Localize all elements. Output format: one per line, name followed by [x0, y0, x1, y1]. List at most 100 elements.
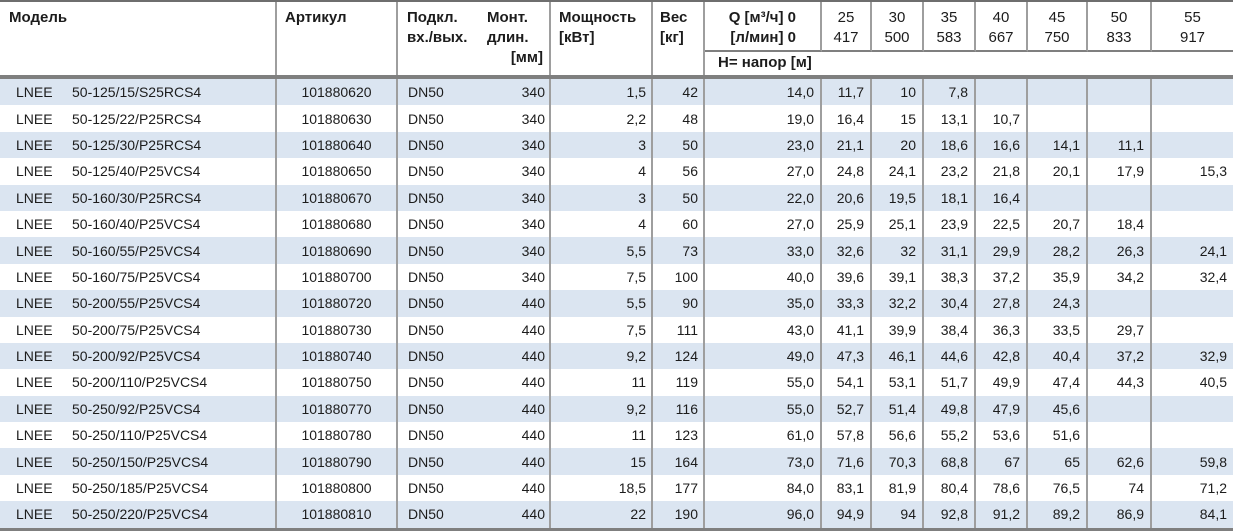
model-cell: LNEE 50-125/30/P25RCS4 — [0, 131, 277, 159]
head-q25-cell: 24,8 — [822, 158, 872, 185]
column-header-model-label: Модель — [9, 9, 68, 26]
connection-mount-cell: DN50 340 — [398, 79, 551, 106]
column-header-flow-45: 45 750 — [1028, 2, 1088, 52]
model-cell: LNEE 50-160/40/P25VCS4 — [0, 210, 277, 238]
head-q40-cell: 22,5 — [976, 210, 1028, 238]
connection-value: DN50 — [408, 453, 444, 470]
head-q35-cell: 13,1 — [924, 105, 976, 132]
column-header-weight: Вес [кг] — [653, 2, 705, 75]
model-cell: LNEE 50-250/185/P25VCS4 — [0, 474, 277, 502]
head-q50-cell: 29,7 — [1088, 316, 1152, 343]
power-cell: 18,5 — [551, 474, 653, 502]
mount-length-value: 340 — [521, 136, 545, 153]
head-q0-cell: 43,0 — [705, 316, 822, 343]
column-header-power: Мощность [кВт] — [551, 2, 653, 75]
table-row: LNEE 50-160/55/P25VCS4 101880690 DN50 34… — [0, 237, 1233, 264]
head-q40-cell: 49,9 — [976, 369, 1028, 396]
head-q45-cell: 33,5 — [1028, 316, 1088, 343]
model-cell: LNEE 50-160/30/P25RCS4 — [0, 184, 277, 211]
head-q40-cell — [976, 79, 1028, 106]
table-row: LNEE 50-125/22/P25RCS4 101880630 DN50 34… — [0, 105, 1233, 132]
power-cell: 2,2 — [551, 105, 653, 132]
weight-cell: 60 — [653, 210, 705, 238]
head-q0-cell: 40,0 — [705, 263, 822, 291]
head-q30-cell: 46,1 — [872, 342, 924, 370]
table-row: LNEE 50-160/30/P25RCS4 101880670 DN50 34… — [0, 184, 1233, 211]
weight-cell: 190 — [653, 501, 705, 528]
column-header-flow-40: 40 667 — [976, 2, 1028, 52]
model-label: 50-250/110/P25VCS4 — [72, 427, 208, 444]
model-label: 50-250/185/P25VCS4 — [72, 480, 209, 497]
brand-label: LNEE — [16, 295, 53, 312]
mount-length-value: 440 — [521, 480, 545, 497]
head-q55-cell — [1152, 211, 1233, 237]
model-cell: LNEE 50-200/75/P25VCS4 — [0, 316, 277, 343]
mount-length-value: 340 — [521, 268, 545, 285]
head-q35-cell: 23,9 — [924, 210, 976, 238]
head-q25-cell: 83,1 — [822, 474, 872, 502]
connection-mount-cell: DN50 440 — [398, 369, 551, 396]
connection-mount-cell: DN50 340 — [398, 210, 551, 238]
head-q45-cell: 51,6 — [1028, 422, 1088, 449]
head-q55-cell — [1152, 185, 1233, 211]
power-cell: 3 — [551, 131, 653, 159]
model-cell: LNEE 50-250/110/P25VCS4 — [0, 422, 277, 449]
column-header-mount-label: Монт. длин. [мм] — [487, 9, 543, 66]
power-cell: 15 — [551, 448, 653, 475]
model-cell: LNEE 50-200/92/P25VCS4 — [0, 342, 277, 370]
head-q30-cell: 94 — [872, 501, 924, 528]
head-q30-cell: 32 — [872, 237, 924, 264]
model-cell: LNEE 50-125/15/S25RCS4 — [0, 79, 277, 106]
model-cell: LNEE 50-160/55/P25VCS4 — [0, 237, 277, 264]
connection-mount-cell: DN50 440 — [398, 316, 551, 343]
head-q55-cell: 32,9 — [1199, 348, 1227, 365]
head-q50-cell — [1088, 422, 1152, 449]
mount-length-value: 340 — [521, 110, 545, 127]
head-q45-cell: 20,7 — [1028, 210, 1088, 238]
head-q25-cell: 25,9 — [822, 210, 872, 238]
table-header: Модель Артикул Подкл. вх./вых. Монт. дли… — [0, 2, 1233, 79]
head-q0-cell: 55,0 — [705, 369, 822, 396]
connection-mount-cell: DN50 340 — [398, 237, 551, 264]
model-label: 50-125/15/S25RCS4 — [72, 84, 202, 101]
connection-mount-cell: DN50 440 — [398, 290, 551, 317]
model-label: 50-200/55/P25VCS4 — [72, 295, 201, 312]
brand-label: LNEE — [16, 506, 53, 523]
connection-mount-cell: DN50 340 — [398, 263, 551, 291]
head-q35-cell: 23,2 — [924, 158, 976, 185]
head-q40-cell: 21,8 — [976, 158, 1028, 185]
head-q45-cell: 89,2 — [1028, 501, 1088, 528]
head-q0-cell: 19,0 — [705, 105, 822, 132]
head-q45-cell: 24,3 — [1028, 290, 1088, 317]
head-q30-cell: 20 — [872, 131, 924, 159]
head-q0-cell: 33,0 — [705, 237, 822, 264]
table-row: LNEE 50-125/40/P25VCS4 101880650 DN50 34… — [0, 158, 1233, 185]
model-label: 50-160/40/P25VCS4 — [72, 216, 201, 233]
head-q30-cell: 51,4 — [872, 395, 924, 423]
connection-value: DN50 — [408, 374, 444, 391]
model-cell: LNEE 50-250/220/P25VCS4 — [0, 501, 277, 528]
head-q50-cell: 26,3 — [1088, 237, 1152, 264]
head-q50-cell — [1088, 290, 1152, 317]
table-row: LNEE 50-125/30/P25RCS4 101880640 DN50 34… — [0, 131, 1233, 159]
head-q40-cell: 47,9 — [976, 395, 1028, 423]
head-q30-cell: 56,6 — [872, 422, 924, 449]
connection-value: DN50 — [408, 268, 444, 285]
connection-value: DN50 — [408, 348, 444, 365]
brand-label: LNEE — [16, 110, 53, 127]
column-header-flow-55: 55 917 — [1152, 2, 1233, 52]
head-q0-cell: 23,0 — [705, 131, 822, 159]
connection-mount-cell: DN50 440 — [398, 501, 551, 528]
head-q50-cell: 62,6 — [1088, 448, 1152, 475]
head-q55-cell: 15,3 — [1199, 163, 1227, 180]
connection-mount-cell: DN50 340 — [398, 131, 551, 159]
article-cell: 101880790 — [277, 448, 398, 475]
head-q50-cell — [1088, 79, 1152, 106]
head-q55-cell — [1152, 105, 1233, 131]
head-q55-cell — [1152, 132, 1233, 158]
table-row: LNEE 50-200/55/P25VCS4 101880720 DN50 44… — [0, 290, 1233, 317]
head-q55-cell — [1152, 396, 1233, 422]
article-cell: 101880650 — [277, 158, 398, 185]
head-q55-cell: 59,8 — [1199, 453, 1227, 470]
